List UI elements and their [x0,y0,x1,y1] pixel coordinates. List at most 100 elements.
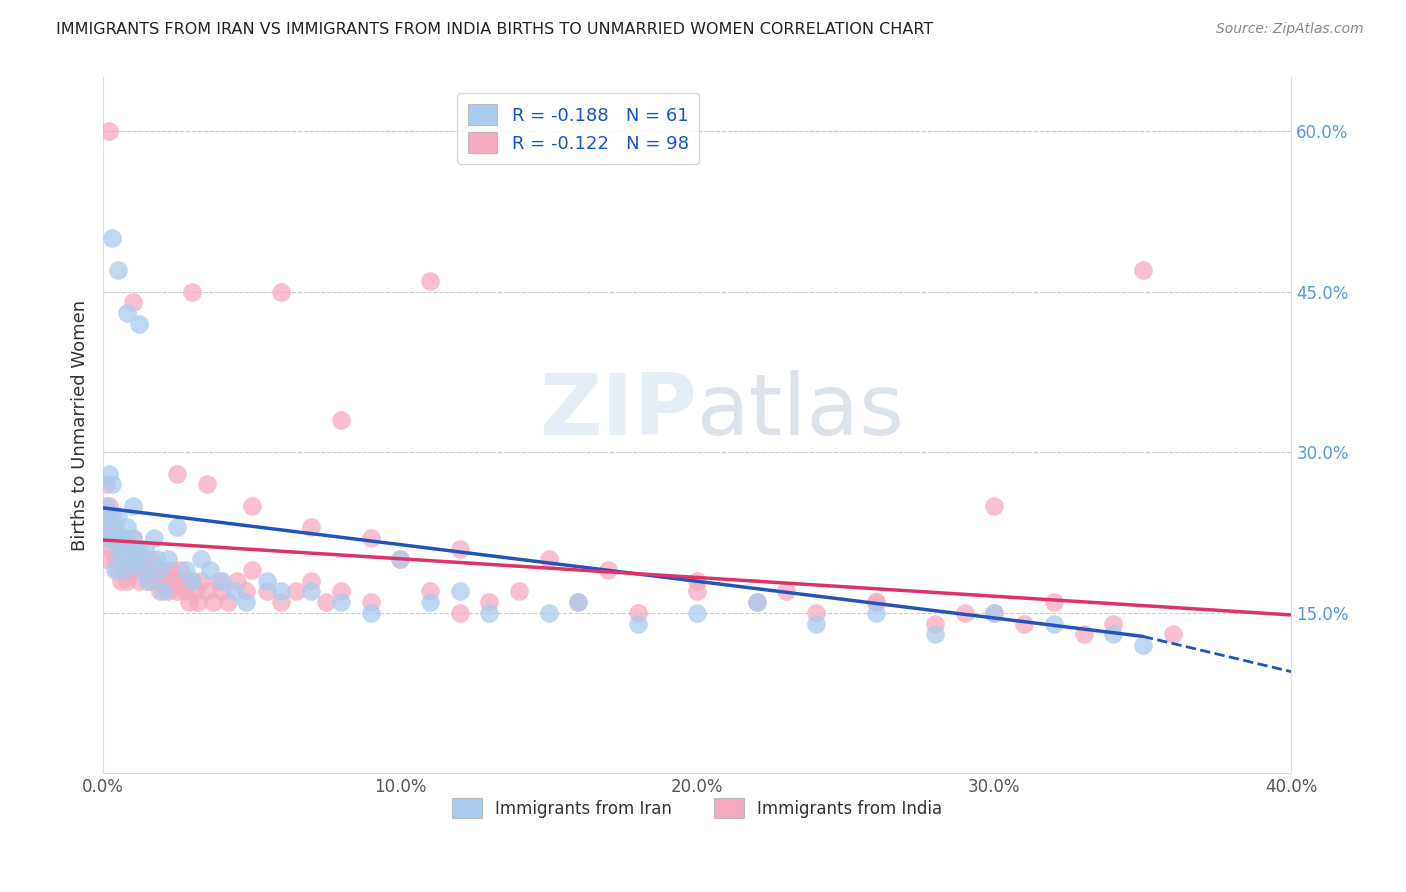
Point [110,531,132,545]
Point [110,574,132,588]
Point [112,541,135,556]
Point [686,584,709,599]
Point [567,595,589,609]
Point [166,584,188,599]
Point [125,563,148,577]
Point [107,541,129,556]
Text: Source: ZipAtlas.com: Source: ZipAtlas.com [1216,22,1364,37]
Point [104,552,127,566]
Point [179,595,201,609]
Point [208,574,231,588]
Point [142,563,165,577]
Point [449,541,471,556]
Text: IMMIGRANTS FROM IRAN VS IMMIGRANTS FROM INDIA BIRTHS TO UNMARRIED WOMEN CORRELAT: IMMIGRANTS FROM IRAN VS IMMIGRANTS FROM … [56,22,934,37]
Point [360,606,382,620]
Point [389,552,412,566]
Point [865,595,887,609]
Point [299,520,322,534]
Point [1102,627,1125,641]
Point [98,531,121,545]
Point [181,285,204,299]
Point [329,413,352,427]
Point [329,595,352,609]
Point [1161,627,1184,641]
Point [686,574,709,588]
Point [169,563,191,577]
Point [104,563,127,577]
Point [152,584,174,599]
Point [101,477,124,491]
Point [627,606,650,620]
Point [567,595,589,609]
Point [112,531,135,545]
Point [983,606,1005,620]
Point [1012,616,1035,631]
Point [139,552,162,566]
Point [225,574,247,588]
Point [115,520,138,534]
Point [449,584,471,599]
Point [419,584,441,599]
Point [121,552,143,566]
Point [163,574,186,588]
Point [184,584,207,599]
Point [240,499,263,513]
Point [329,584,352,599]
Point [125,541,148,556]
Point [1042,616,1064,631]
Point [1132,263,1154,277]
Point [145,552,167,566]
Point [360,595,382,609]
Point [195,584,218,599]
Point [360,531,382,545]
Point [101,509,124,524]
Point [98,509,121,524]
Point [107,563,129,577]
Point [166,520,188,534]
Point [686,606,709,620]
Legend: Immigrants from Iran, Immigrants from India: Immigrants from Iran, Immigrants from In… [446,792,949,824]
Point [107,531,129,545]
Point [195,477,218,491]
Point [101,520,124,534]
Point [983,499,1005,513]
Point [953,606,976,620]
Point [419,274,441,288]
Point [190,552,212,566]
Point [508,584,530,599]
Point [172,574,194,588]
Point [118,541,141,556]
Point [270,595,292,609]
Point [115,552,138,566]
Point [924,616,946,631]
Point [176,584,198,599]
Point [235,584,257,599]
Point [190,574,212,588]
Point [235,595,257,609]
Point [478,595,501,609]
Point [176,563,198,577]
Point [121,295,143,310]
Point [134,563,156,577]
Point [134,541,156,556]
Point [270,285,292,299]
Point [101,231,124,245]
Point [166,467,188,481]
Point [160,563,183,577]
Point [94,552,117,566]
Point [107,263,129,277]
Y-axis label: Births to Unmarried Women: Births to Unmarried Women [72,300,89,551]
Point [118,563,141,577]
Point [136,574,159,588]
Point [1073,627,1095,641]
Point [110,552,132,566]
Point [101,541,124,556]
Point [148,563,170,577]
Point [222,584,245,599]
Text: ZIP: ZIP [540,370,697,453]
Point [112,563,135,577]
Point [198,563,221,577]
Point [121,499,143,513]
Point [98,499,121,513]
Point [128,574,150,588]
